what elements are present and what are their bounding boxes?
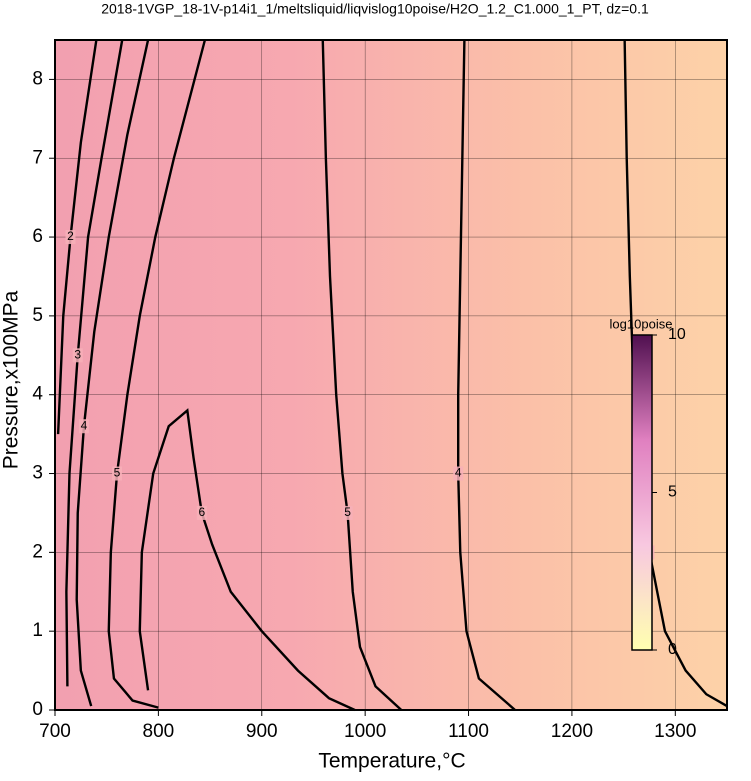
contour-label-bg <box>65 230 76 245</box>
y-tick-label: 1 <box>32 620 43 641</box>
x-tick-label: 1300 <box>654 721 696 742</box>
y-tick-label: 0 <box>32 699 43 720</box>
contour-label-bg <box>112 466 123 481</box>
y-tick-label: 2 <box>32 541 43 562</box>
y-tick-label: 8 <box>32 68 43 89</box>
y-axis-label: Pressure,x100MPa <box>0 290 23 469</box>
plot-background <box>55 40 727 710</box>
y-tick-label: 4 <box>32 384 43 405</box>
x-axis-label: Temperature,°C <box>318 750 465 773</box>
contour-label: 4 <box>81 418 88 432</box>
x-tick-label: 800 <box>143 721 175 742</box>
y-tick-label: 6 <box>32 226 43 247</box>
contour-label-bg <box>78 419 89 434</box>
contour-label-bg <box>342 505 353 520</box>
y-tick-label: 5 <box>32 305 43 326</box>
y-tick-label: 7 <box>32 147 43 168</box>
y-tick-label: 3 <box>32 463 43 484</box>
x-tick-label: 1100 <box>448 721 489 742</box>
contour-line <box>138 408 356 712</box>
contour-label-bg <box>196 505 207 520</box>
contour-label-bg <box>72 348 83 363</box>
contour-label: 2 <box>67 229 74 243</box>
colorbar <box>631 334 653 651</box>
x-tick-label: 900 <box>246 721 278 742</box>
colorbar-tick-label: 10 <box>668 326 686 343</box>
x-tick-label: 1000 <box>344 721 386 742</box>
contour-label: 5 <box>114 466 121 480</box>
x-tick-label: 700 <box>39 721 71 742</box>
contour-label: 3 <box>74 347 81 361</box>
contour-label-bg <box>453 466 464 481</box>
contour-label: 5 <box>344 505 351 519</box>
contour-line <box>321 39 403 711</box>
x-tick-label: 1200 <box>551 721 593 742</box>
colorbar-tick-label: 5 <box>668 484 677 501</box>
chart-title: 2018-1VGP_18-1V-p14i1_1/meltsliquid/liqv… <box>101 1 649 17</box>
contour-label: 6 <box>198 505 205 519</box>
plot-frame <box>54 39 728 711</box>
contour-label: 4 <box>455 466 462 480</box>
colorbar-tick-label: 0 <box>668 641 677 658</box>
colorbar-label: log10poise <box>610 316 673 331</box>
